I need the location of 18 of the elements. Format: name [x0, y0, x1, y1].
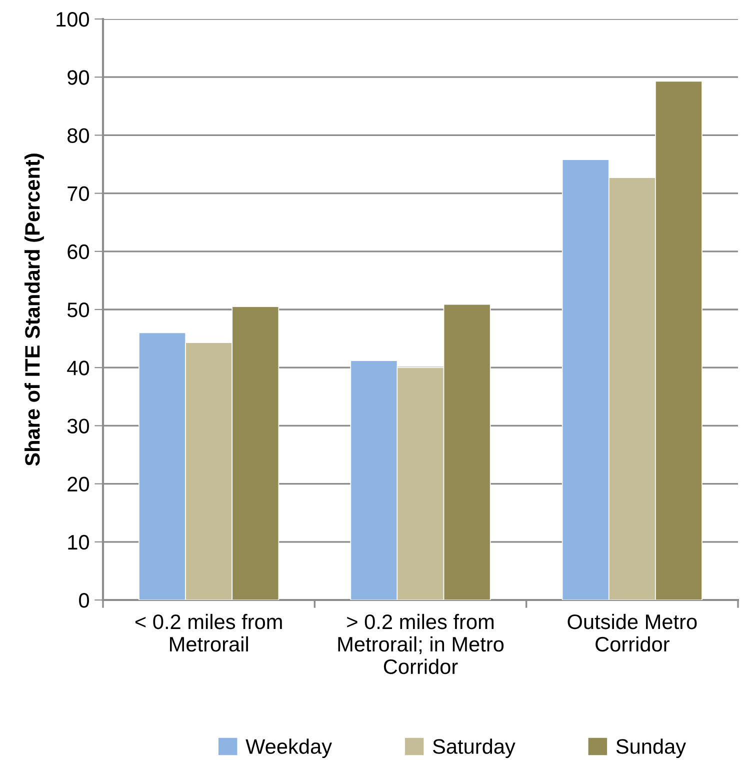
y-tick-label: 50 — [67, 302, 89, 318]
y-axis-title: Share of ITE Standard (Percent) — [24, 154, 44, 466]
y-tick-label: 80 — [68, 128, 89, 143]
y-tick-label: 0 — [79, 593, 89, 608]
y-tick-label: 100 — [56, 12, 89, 27]
y-tick-label: 30 — [67, 418, 89, 434]
y-tick-label: 70 — [68, 186, 89, 202]
y-tick-label: 10 — [68, 534, 89, 550]
y-tick-label: 20 — [68, 476, 89, 492]
y-tick-label: 40 — [67, 360, 89, 376]
x-tick-label: < 0.2 miles from Metrorail — [135, 614, 282, 652]
legend-label: Weekday — [246, 738, 332, 758]
legend-label: Sunday — [616, 738, 686, 758]
y-tick-label: 60 — [68, 244, 89, 260]
x-tick-label: > 0.2 miles from Metrorail; in Metro Corridor — [338, 614, 504, 674]
legend-label: Saturday — [432, 738, 516, 758]
x-tick-label: Outside Metro Corridor — [568, 614, 697, 652]
y-tick-label: 90 — [68, 70, 89, 85]
